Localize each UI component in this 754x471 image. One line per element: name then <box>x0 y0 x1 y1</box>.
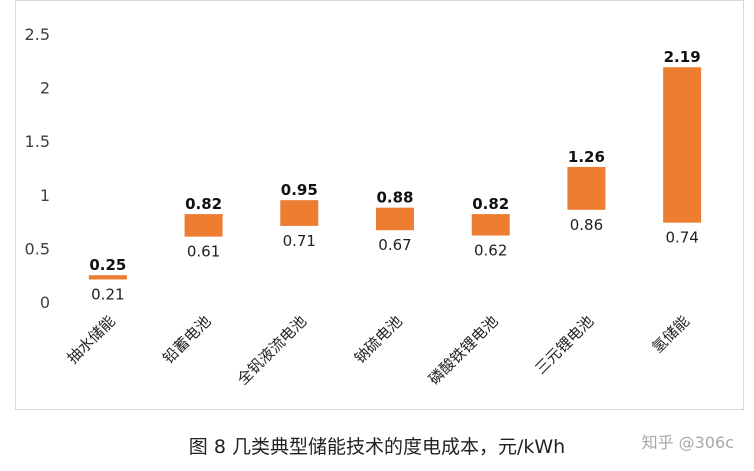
data-label-low: 0.71 <box>283 232 316 250</box>
bar-7 <box>663 67 702 223</box>
data-label-low: 0.61 <box>187 243 220 261</box>
figure-caption: 图 8 几类典型储能技术的度电成本，元/kWh <box>188 436 566 458</box>
x-category-label: 氢储能 <box>648 312 693 357</box>
x-category-label: 磷酸铁锂电池 <box>425 312 501 388</box>
y-tick-label: 1.5 <box>25 132 50 151</box>
chart-frame <box>15 0 744 410</box>
y-tick-label: 1 <box>40 186 50 205</box>
data-label-high: 0.25 <box>89 256 126 274</box>
data-label-high: 0.88 <box>376 189 413 207</box>
data-label-high: 0.82 <box>472 195 509 213</box>
bar-2 <box>184 214 223 237</box>
data-label-high: 2.19 <box>664 48 701 66</box>
data-label-low: 0.86 <box>570 216 603 234</box>
y-tick-label: 0.5 <box>25 239 50 258</box>
floating-bar-chart: 0 0.5 1 1.5 2 2.5 0.25 0.21 抽水储能 0.82 0.61 铅蓄电池 0.95… <box>25 25 702 388</box>
x-category-label: 铅蓄电池 <box>159 312 214 367</box>
data-label-high: 0.95 <box>281 181 318 199</box>
x-category-label: 三元锂电池 <box>531 312 597 378</box>
data-label-high: 1.26 <box>568 148 605 166</box>
data-label-low: 0.62 <box>474 242 507 260</box>
data-label-high: 0.82 <box>185 195 222 213</box>
bar-3 <box>280 200 319 226</box>
watermark: 知乎 @306c <box>641 433 734 452</box>
x-category-label: 钠硫电池 <box>351 312 406 367</box>
bar-6 <box>567 166 606 210</box>
y-tick-label: 2 <box>40 79 50 98</box>
data-label-low: 0.21 <box>91 285 124 303</box>
y-tick-label: 0 <box>40 293 50 312</box>
y-tick-label: 2.5 <box>25 25 50 44</box>
bar-1 <box>88 275 127 280</box>
bar-5 <box>471 214 510 236</box>
bar-4 <box>376 207 414 231</box>
data-label-low: 0.67 <box>378 236 411 254</box>
x-category-label: 抽水储能 <box>64 312 119 367</box>
data-label-low: 0.74 <box>665 229 698 247</box>
x-category-label: 全钒液流电池 <box>234 312 310 388</box>
